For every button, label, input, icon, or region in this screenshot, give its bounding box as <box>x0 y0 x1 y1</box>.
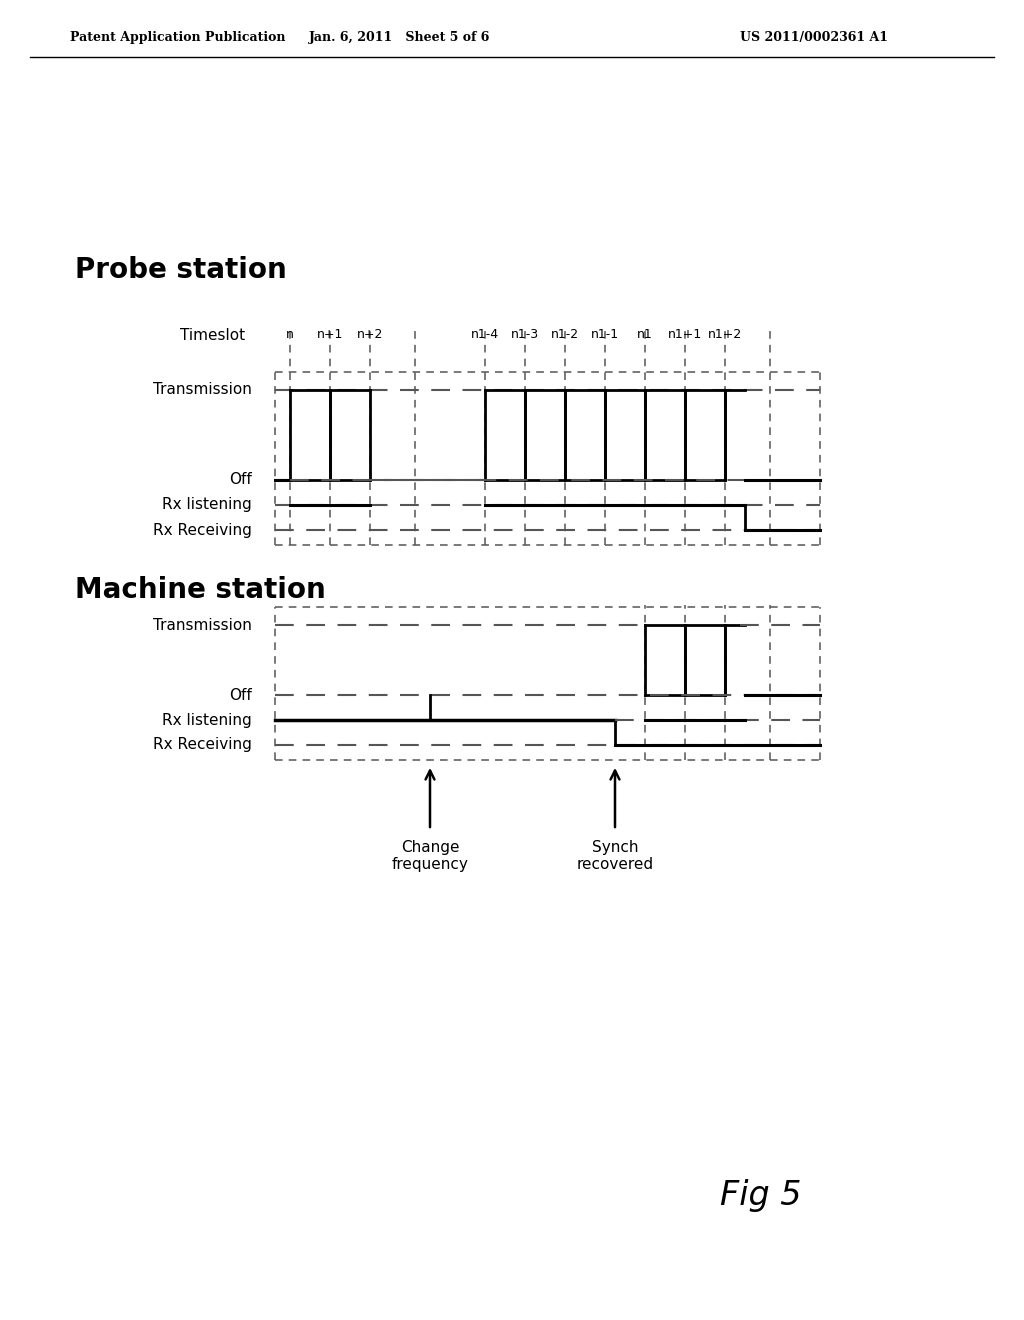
Text: Transmission: Transmission <box>154 383 252 397</box>
Text: Fig 5: Fig 5 <box>720 1179 802 1212</box>
Text: Transmission: Transmission <box>154 618 252 632</box>
Text: n1+1: n1+1 <box>668 329 702 342</box>
Text: Rx Receiving: Rx Receiving <box>154 523 252 537</box>
Text: n1-2: n1-2 <box>551 329 579 342</box>
Text: n+2: n+2 <box>356 329 383 342</box>
Text: n+1: n+1 <box>316 329 343 342</box>
Text: US 2011/0002361 A1: US 2011/0002361 A1 <box>740 30 888 44</box>
Text: n: n <box>286 329 294 342</box>
Text: n1-4: n1-4 <box>471 329 499 342</box>
Text: Jan. 6, 2011   Sheet 5 of 6: Jan. 6, 2011 Sheet 5 of 6 <box>309 30 490 44</box>
Text: Rx Receiving: Rx Receiving <box>154 738 252 752</box>
Text: Rx listening: Rx listening <box>162 713 252 727</box>
Text: Change
frequency: Change frequency <box>391 840 468 873</box>
Text: n1+2: n1+2 <box>708 329 742 342</box>
Text: Timeslot: Timeslot <box>180 327 245 342</box>
Text: n1-3: n1-3 <box>511 329 539 342</box>
Text: Patent Application Publication: Patent Application Publication <box>70 30 286 44</box>
Text: Machine station: Machine station <box>75 576 326 605</box>
Text: n1: n1 <box>637 329 653 342</box>
Text: Off: Off <box>229 688 252 702</box>
Text: Off: Off <box>229 473 252 487</box>
Text: n1-1: n1-1 <box>591 329 620 342</box>
Text: Rx listening: Rx listening <box>162 498 252 512</box>
Text: Probe station: Probe station <box>75 256 287 284</box>
Text: Synch
recovered: Synch recovered <box>577 840 653 873</box>
